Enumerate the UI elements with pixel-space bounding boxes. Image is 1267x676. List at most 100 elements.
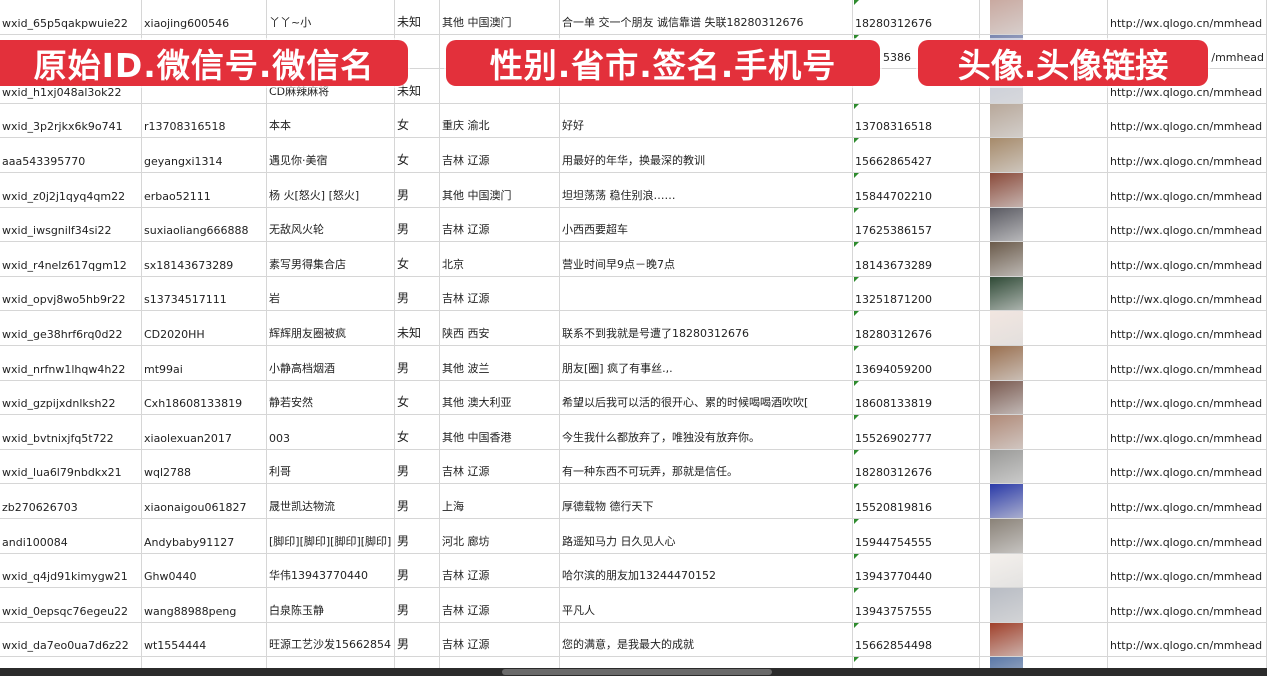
avatar-cell[interactable] (980, 484, 1108, 518)
signature-cell[interactable]: 厚德载物 德行天下 (560, 484, 853, 518)
gender-cell[interactable]: 女 (395, 138, 440, 172)
table-row[interactable]: aaa543395770 geyangxi1314 遇见你·美宿女吉林 辽源 用最好的… (0, 138, 1267, 173)
avatar-url-cell[interactable]: http://wx.qlogo.cn/mmhead (1108, 449, 1267, 484)
signature-cell[interactable]: 好好 (560, 103, 853, 138)
wechat-id-cell[interactable]: suxiaoliang666888 (142, 207, 267, 242)
gender-cell[interactable]: 男 (395, 346, 440, 380)
region-cell[interactable]: 河北 廊坊 (440, 519, 560, 553)
gender-cell[interactable]: 男 (395, 553, 440, 588)
avatar-cell[interactable] (980, 311, 1108, 345)
original-id-cell[interactable]: wxid_opvj8wo5hb9r22 (0, 276, 142, 311)
avatar-url-cell[interactable]: http://wx.qlogo.cn/mmhead (1108, 138, 1267, 172)
gender-cell[interactable]: 男 (395, 519, 440, 553)
table-row[interactable]: wxid_0epsqc76egeu22 wang88988peng 白泉陈玉静男吉林… (0, 588, 1267, 623)
region-cell[interactable]: 其他 澳大利亚 (440, 380, 560, 415)
avatar-cell[interactable] (980, 415, 1108, 449)
phone-cell[interactable]: 15520819816 (853, 484, 980, 518)
original-id-cell[interactable]: zb270626703 (0, 484, 142, 518)
table-row[interactable]: wxid_nrfnw1lhqw4h22 mt99ai 小静高档烟酒男其他 波兰 朋友[… (0, 346, 1267, 381)
wechat-id-cell[interactable]: erbao52111 (142, 173, 267, 207)
signature-cell[interactable]: 您的满意，是我最大的成就 (560, 622, 853, 657)
wechat-name-cell[interactable]: 白泉陈玉静 (267, 588, 395, 622)
phone-cell[interactable] (853, 657, 980, 668)
original-id-cell[interactable]: wxid_0epsqc76egeu22 (0, 588, 142, 622)
table-row[interactable]: wxid_bvtnixjfq5t722 xiaolexuan2017 003 女其他 … (0, 415, 1267, 450)
gender-cell[interactable]: 女 (395, 103, 440, 138)
wechat-id-cell[interactable]: CD2020HH (142, 311, 267, 345)
wechat-name-cell[interactable]: 无敌风火轮 (267, 207, 395, 242)
region-cell[interactable] (440, 657, 560, 668)
wechat-name-cell[interactable]: 003 (267, 415, 395, 449)
original-id-cell[interactable]: wxid_nrfnw1lhqw4h22 (0, 346, 142, 380)
phone-cell[interactable]: 18280312676 (853, 0, 980, 34)
avatar-cell[interactable] (980, 553, 1108, 588)
gender-cell[interactable]: 男 (395, 276, 440, 311)
wechat-id-cell[interactable] (142, 657, 267, 668)
avatar-cell[interactable] (980, 242, 1108, 276)
region-cell[interactable]: 重庆 渝北 (440, 103, 560, 138)
region-cell[interactable]: 陕西 西安 (440, 311, 560, 345)
gender-cell[interactable]: 女 (395, 415, 440, 449)
region-cell[interactable]: 北京 (440, 242, 560, 276)
region-cell[interactable]: 吉林 辽源 (440, 622, 560, 657)
table-row[interactable]: wxid_ge38hrf6rq0d22 CD2020HH 辉辉朋友圈被疯 未知 陕西 西… (0, 311, 1267, 346)
original-id-cell[interactable]: wxid_da7eo0ua7d6z22 (0, 622, 142, 657)
table-row[interactable]: wxid_3p2rjkx6k9o741 r13708316518 本本女重庆 渝北好… (0, 103, 1267, 139)
wechat-name-cell[interactable]: 辉辉朋友圈被疯 (267, 311, 395, 345)
wechat-id-cell[interactable]: sx18143673289 (142, 242, 267, 276)
phone-cell[interactable]: 15844702210 (853, 173, 980, 207)
wechat-name-cell[interactable]: 丫丫~小 (267, 0, 395, 34)
wechat-name-cell[interactable]: 岩 (267, 276, 395, 311)
phone-cell[interactable]: 15662854498 (853, 622, 980, 657)
phone-cell[interactable]: 18143673289 (853, 242, 980, 276)
gender-cell[interactable]: 男 (395, 588, 440, 622)
table-row[interactable]: wxid_da7eo0ua7d6z22 wt1554444 旺源工艺沙发156628… (0, 622, 1267, 658)
wechat-id-cell[interactable]: wt1554444 (142, 622, 267, 657)
gender-cell[interactable]: 女 (395, 380, 440, 415)
signature-cell[interactable]: 哈尔滨的朋友加13244470152 (560, 553, 853, 588)
avatar-cell[interactable] (980, 207, 1108, 242)
wechat-id-cell[interactable]: wql2788 (142, 449, 267, 484)
region-cell[interactable]: 其他 中国澳门 (440, 0, 560, 34)
avatar-url-cell[interactable]: http://wx.qlogo.cn/mmhead (1108, 380, 1267, 415)
phone-cell[interactable]: 18280312676 (853, 449, 980, 484)
wechat-id-cell[interactable]: wang88988peng (142, 588, 267, 622)
wechat-id-cell[interactable]: xiaonaigou061827 (142, 484, 267, 518)
original-id-cell[interactable]: andi100084 (0, 519, 142, 553)
gender-cell[interactable]: 未知 (395, 0, 440, 34)
phone-cell[interactable]: 17625386157 (853, 207, 980, 242)
avatar-cell[interactable] (980, 380, 1108, 415)
table-row[interactable]: wxid_q4jd91kimygw21 Ghw0440 华伟13943770440 男… (0, 553, 1267, 589)
phone-cell[interactable]: 15944754555 (853, 519, 980, 553)
avatar-cell[interactable] (980, 276, 1108, 311)
phone-cell[interactable]: 15526902777 (853, 415, 980, 449)
wechat-name-cell[interactable]: 小静高档烟酒 (267, 346, 395, 380)
avatar-cell[interactable] (980, 0, 1108, 34)
avatar-cell[interactable] (980, 173, 1108, 207)
avatar-url-cell[interactable]: http://wx.qlogo.cn/mmhead (1108, 553, 1267, 588)
avatar-url-cell[interactable]: http://wx.qlogo.cn/mmhead (1108, 622, 1267, 657)
avatar-cell[interactable] (980, 103, 1108, 138)
table-row[interactable] (0, 657, 1267, 668)
region-cell[interactable]: 吉林 辽源 (440, 138, 560, 172)
original-id-cell[interactable]: wxid_65p5qakpwuie22 (0, 0, 142, 34)
avatar-cell[interactable] (980, 346, 1108, 380)
phone-cell[interactable]: 13694059200 (853, 346, 980, 380)
signature-cell[interactable]: 坦坦荡荡 稳住别浪…… (560, 173, 853, 207)
horizontal-scrollbar[interactable] (502, 669, 772, 675)
wechat-name-cell[interactable]: 利哥 (267, 449, 395, 484)
gender-cell[interactable]: 男 (395, 449, 440, 484)
gender-cell[interactable]: 女 (395, 242, 440, 276)
table-row[interactable]: wxid_z0j2j1qyq4qm22 erbao52111 杨 火[怒火] [怒火… (0, 173, 1267, 208)
avatar-url-cell[interactable]: http://wx.qlogo.cn/mmhead (1108, 207, 1267, 242)
gender-cell[interactable] (395, 657, 440, 668)
region-cell[interactable]: 其他 中国澳门 (440, 173, 560, 207)
avatar-url-cell[interactable]: http://wx.qlogo.cn/mmhead (1108, 173, 1267, 207)
phone-cell[interactable]: 18608133819 (853, 380, 980, 415)
wechat-id-cell[interactable]: s13734517111 (142, 276, 267, 311)
wechat-name-cell[interactable]: 素写男得集合店 (267, 242, 395, 276)
phone-cell[interactable]: 13251871200 (853, 276, 980, 311)
table-row[interactable]: wxid_opvj8wo5hb9r22 s13734517111 岩男吉林 辽源 13… (0, 276, 1267, 312)
avatar-cell[interactable] (980, 449, 1108, 484)
original-id-cell[interactable]: wxid_z0j2j1qyq4qm22 (0, 173, 142, 207)
